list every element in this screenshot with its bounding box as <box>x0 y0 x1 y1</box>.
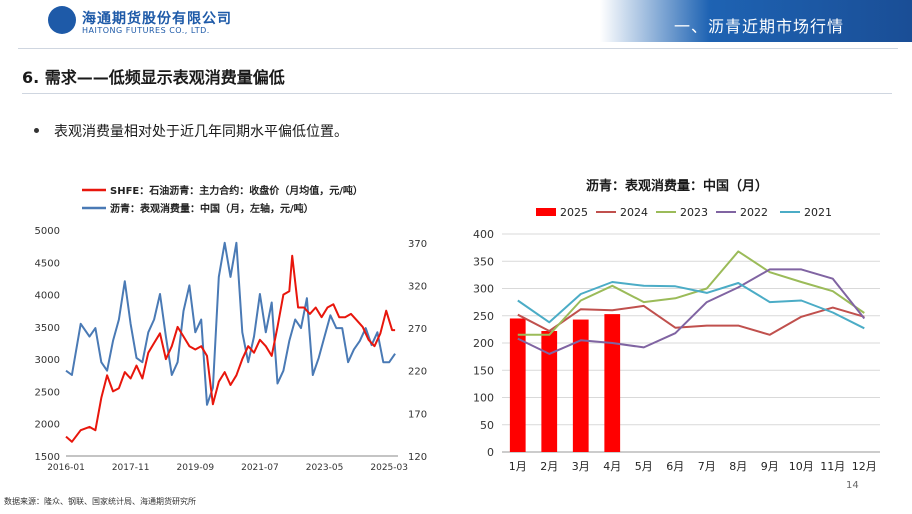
y-tick-label-2: 100 <box>473 392 494 405</box>
bar-2025-0 <box>509 318 526 452</box>
slide-title: 6. 需求——低频显示表观消费量偏低 <box>22 68 285 87</box>
section-heading: 一、沥青近期市场行情 <box>673 17 844 36</box>
y-left-tick-label-6: 4500 <box>35 258 60 269</box>
y-tick-label-7: 350 <box>473 255 494 268</box>
bullet-text: 表观消费量相对处于近几年同期水平偏低位置。 <box>54 124 348 140</box>
y-left-tick-label-2: 2500 <box>35 387 60 398</box>
y-tick-label-4: 200 <box>473 337 494 350</box>
x-tick-label-3: 2021-07 <box>241 463 279 473</box>
x-tick-label-11: 12月 <box>852 460 877 473</box>
y-right-tick-label-1: 170 <box>408 409 427 420</box>
x-tick-label-5: 2025-03 <box>370 463 408 473</box>
series-line-2022 <box>517 268 866 355</box>
x-tick-label-9: 10月 <box>789 460 814 473</box>
logo-icon <box>48 6 76 34</box>
header-bar: 海通期货股份有限公司 HAITONG FUTURES CO., LTD. 一、沥… <box>0 0 912 46</box>
y-left-tick-label-0: 1500 <box>35 452 60 463</box>
x-tick-label-2: 2019-09 <box>176 463 214 473</box>
y-tick-label-0: 0 <box>487 446 494 459</box>
y-right-tick-label-2: 220 <box>408 367 427 378</box>
logo-name-cn: 海通期货股份有限公司 <box>82 11 232 27</box>
x-tick-label-8: 9月 <box>761 460 779 473</box>
y-right-tick-label-0: 120 <box>408 452 427 463</box>
series-line-2021 <box>517 281 865 330</box>
logo-name-en: HAITONG FUTURES CO., LTD. <box>82 26 210 35</box>
legend-label-2: 2023 <box>680 206 708 219</box>
x-tick-label-1: 2月 <box>540 460 558 473</box>
legend-label-1: 沥青：表观消费量：中国（月，左轴，元/吨） <box>110 202 314 215</box>
legend-label-1: 2024 <box>620 206 648 219</box>
series-line-2023 <box>517 250 865 336</box>
y-right-tick-label-4: 320 <box>408 281 427 292</box>
y-tick-label-8: 400 <box>473 228 494 241</box>
series-line-1 <box>65 241 396 406</box>
legend-label-3: 2022 <box>740 206 768 219</box>
x-tick-label-0: 2016-01 <box>47 463 85 473</box>
x-tick-label-3: 4月 <box>603 460 621 473</box>
y-tick-label-5: 250 <box>473 310 494 323</box>
header-band <box>600 0 912 42</box>
page-number: 14 <box>846 480 859 491</box>
x-tick-label-2: 3月 <box>572 460 590 473</box>
bar-2025-2 <box>572 319 589 452</box>
x-tick-label-1: 2017-11 <box>112 463 150 473</box>
monthly-consumption-chart: 沥青：表观消费量：中国（月） 0 50 100 150 200 250 300 350 400 1月… <box>473 178 880 473</box>
chart-title: 沥青：表观消费量：中国（月） <box>586 178 768 194</box>
y-left-tick-label-7: 5000 <box>35 226 60 237</box>
series-line-2024 <box>517 304 865 336</box>
x-tick-label-4: 2023-05 <box>306 463 344 473</box>
x-tick-label-10: 11月 <box>820 460 845 473</box>
legend-label-0: 2025 <box>560 206 588 219</box>
y-tick-label-3: 150 <box>473 364 494 377</box>
bar-2025-3 <box>604 314 621 452</box>
x-tick-label-5: 6月 <box>666 460 684 473</box>
price-consumption-chart: 1500 2000 2500 3000 3500 4000 4500 5000 120 170 22… <box>35 184 428 473</box>
bar-2025-1 <box>541 331 558 452</box>
y-tick-label-6: 300 <box>473 283 494 296</box>
data-source: 数据来源：隆众、钢联、国家统计局、海通期货研究所 <box>4 497 196 506</box>
y-left-tick-label-3: 3000 <box>35 355 60 366</box>
y-right-tick-label-5: 370 <box>408 239 427 250</box>
legend-label-0: SHFE：石油沥青：主力合约：收盘价（月均值，元/吨） <box>110 184 363 197</box>
company-logo: 海通期货股份有限公司 HAITONG FUTURES CO., LTD. <box>48 6 238 38</box>
y-right-tick-label-3: 270 <box>408 324 427 335</box>
header-divider <box>18 48 898 49</box>
y-left-tick-label-4: 3500 <box>35 323 60 334</box>
x-tick-label-4: 5月 <box>635 460 653 473</box>
y-tick-label-1: 50 <box>480 419 494 432</box>
legend-swatch-0 <box>536 208 556 216</box>
legend-label-4: 2021 <box>804 206 832 219</box>
y-left-tick-label-1: 2000 <box>35 420 60 431</box>
x-tick-label-0: 1月 <box>509 460 527 473</box>
x-tick-label-6: 7月 <box>698 460 716 473</box>
bullet-icon <box>34 128 39 133</box>
x-tick-label-7: 8月 <box>729 460 747 473</box>
title-underline <box>22 93 892 94</box>
series-line-0 <box>65 254 396 443</box>
y-left-tick-label-5: 4000 <box>35 291 60 302</box>
